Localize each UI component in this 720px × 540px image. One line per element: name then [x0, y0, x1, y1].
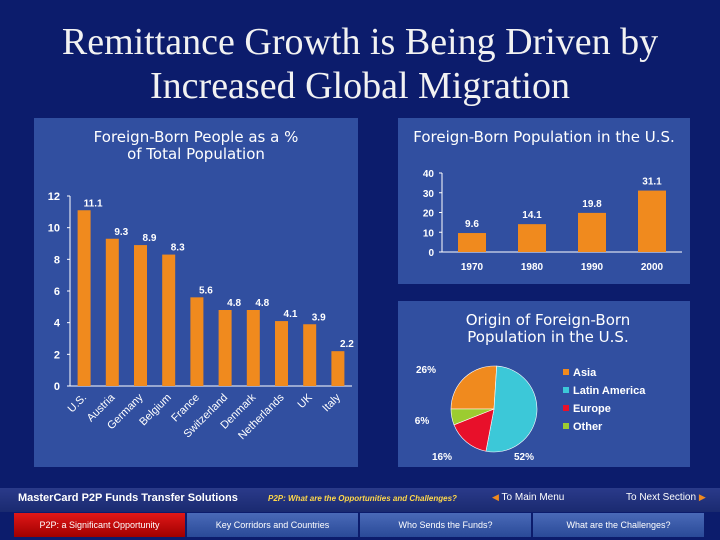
bar-value-label: 9.3	[114, 227, 128, 238]
x-tick-label: 2000	[641, 262, 664, 273]
tab-who-sends[interactable]: Who Sends the Funds?	[360, 513, 531, 537]
y-tick-label: 8	[54, 254, 60, 266]
bar	[190, 297, 204, 386]
top-right-chart-title: Foreign-Born Population in the U.S.	[413, 128, 675, 146]
pie-slice-label: 16%	[432, 452, 452, 463]
bar	[275, 321, 288, 386]
legend-label: Other	[573, 421, 603, 433]
bar-value-label: 8.3	[171, 243, 185, 254]
bar-value-label: 19.8	[582, 199, 602, 210]
bar-value-label: 31.1	[642, 177, 662, 188]
bar-value-label: 2.2	[340, 339, 354, 350]
y-tick-label: 6	[54, 286, 60, 298]
left-chart-title: Foreign-Born People as a % of Total Popu…	[34, 129, 358, 163]
footer-bar	[0, 488, 720, 512]
bar	[303, 324, 317, 386]
bottom-right-pie-panel: 26% 52% 16% 6% Asia Latin America Europe Other …	[398, 301, 690, 467]
tab-challenges[interactable]: What are the Challenges?	[533, 513, 704, 537]
bar	[638, 190, 666, 252]
bar-value-label: 11.1	[84, 198, 103, 209]
pie-slice	[485, 365, 538, 453]
bar-value-label: 4.1	[284, 309, 298, 320]
bar	[134, 245, 147, 386]
footer-subtitle: P2P: What are the Opportunities and Chal…	[268, 494, 457, 503]
bar-value-label: 8.9	[143, 233, 157, 244]
right-arrow-icon: ▶	[698, 492, 706, 502]
left-chart-title-line1: Foreign-Born People as a %	[93, 128, 299, 146]
next-section-label: To Next Section	[626, 492, 697, 503]
bar	[578, 212, 606, 252]
pie-slice-label: 6%	[415, 416, 430, 427]
tab-p2p-opportunity[interactable]: P2P: a Significant Opportunity	[14, 513, 185, 537]
y-tick-label: 0	[428, 248, 434, 259]
y-tick-label: 0	[54, 381, 60, 393]
legend-swatch	[563, 405, 569, 411]
bar	[458, 233, 486, 252]
bar-value-label: 4.8	[255, 298, 269, 309]
bar	[105, 238, 119, 386]
left-chart-title-line2: of Total Population	[127, 145, 265, 163]
left-arrow-icon: ◀	[492, 492, 499, 502]
pie-slice-label: 26%	[416, 365, 436, 376]
y-tick-label: 40	[423, 169, 435, 180]
bar-value-label: 5.6	[199, 285, 213, 296]
y-tick-label: 2	[54, 349, 60, 361]
brand-label: MasterCard P2P Funds Transfer Solutions	[18, 492, 238, 504]
y-tick-label: 4	[54, 318, 61, 330]
top-right-chart-panel: 0 10 20 30 40 9.6 1970 14.1 1980 19.8 1990 31.1 2000…	[398, 118, 690, 284]
bar	[331, 351, 345, 386]
pie-title-line2: Population in the U.S.	[467, 328, 629, 346]
left-chart-panel: 0 2 4 6 8 10 12 11.1 U.S. 9.3 Austria 8.9 Germany 8.3…	[34, 118, 358, 467]
y-tick-label: 12	[48, 191, 60, 203]
slide-title: Remittance Growth is Being Driven by Inc…	[0, 20, 720, 108]
bar	[162, 254, 176, 386]
y-tick-label: 30	[423, 189, 435, 200]
slide-title-line2: Increased Global Migration	[150, 65, 570, 107]
y-tick-label: 10	[423, 228, 435, 239]
x-tick-label: 1980	[521, 262, 544, 273]
legend-swatch	[563, 423, 569, 429]
legend-label: Europe	[573, 403, 611, 415]
pie-slice-label: 52%	[514, 452, 534, 463]
pie-title-line1: Origin of Foreign-Born	[465, 311, 631, 329]
bar	[246, 310, 260, 386]
bar	[518, 224, 546, 252]
pie-chart-title: Origin of Foreign-Born Population in the…	[418, 312, 678, 346]
main-menu-link[interactable]: ◀ To Main Menu	[492, 492, 564, 503]
bar	[77, 210, 91, 386]
slide-title-line1: Remittance Growth is Being Driven by	[61, 21, 659, 63]
y-tick-label: 20	[423, 209, 435, 220]
x-tick-label: 1990	[581, 262, 604, 273]
bar	[218, 310, 232, 386]
section-tabs: P2P: a Significant Opportunity Key Corri…	[14, 513, 706, 537]
x-tick-label: 1970	[461, 262, 484, 273]
main-menu-label: To Main Menu	[501, 492, 565, 503]
us-population-bar-chart: 0 10 20 30 40 9.6 1970 14.1 1980 19.8 1990 31.1 2000	[398, 118, 690, 284]
legend-label: Asia	[573, 367, 597, 379]
bar-value-label: 4.8	[227, 298, 241, 309]
legend-swatch	[563, 387, 569, 393]
legend-label: Latin America	[573, 385, 646, 397]
origin-pie-chart: 26% 52% 16% 6% Asia Latin America Europe Other	[398, 301, 690, 467]
bar-value-label: 9.6	[465, 219, 479, 230]
next-section-link[interactable]: To Next Section ▶	[626, 492, 706, 503]
legend-swatch	[563, 369, 569, 375]
tab-key-corridors[interactable]: Key Corridors and Countries	[187, 513, 358, 537]
bar-value-label: 3.9	[312, 312, 326, 323]
pie-slice	[450, 365, 498, 410]
bar-value-label: 14.1	[522, 210, 542, 221]
pie-slice	[450, 408, 495, 426]
left-bar-chart: 02468101211.1U.S.9.3Austria8.9Germany8.3…	[34, 118, 358, 467]
y-tick-label: 10	[48, 223, 60, 235]
